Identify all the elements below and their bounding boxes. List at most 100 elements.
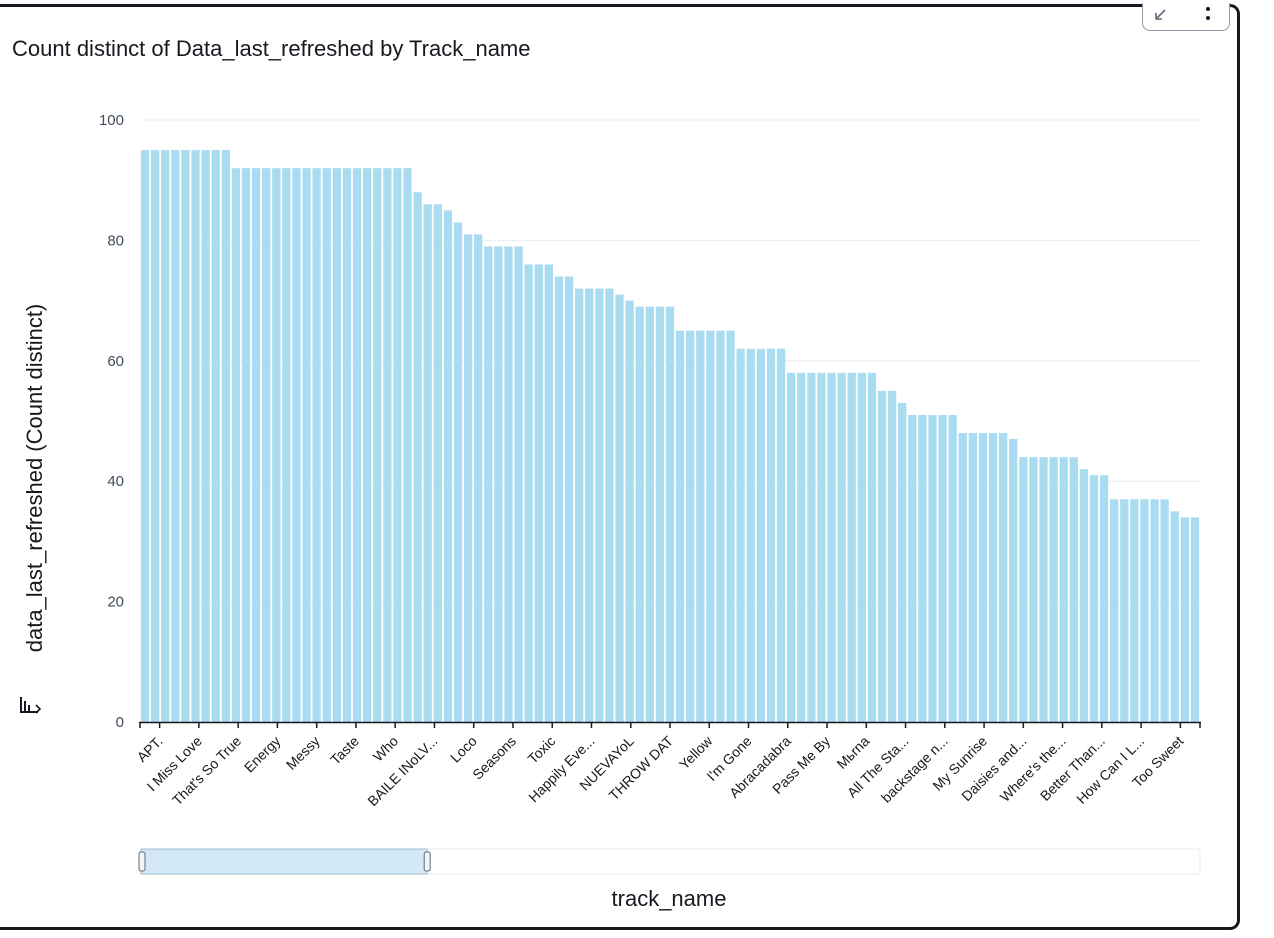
bar[interactable] xyxy=(161,150,170,723)
bar[interactable] xyxy=(1029,457,1038,722)
bar[interactable] xyxy=(544,264,554,722)
bar[interactable] xyxy=(221,150,230,723)
bar[interactable] xyxy=(1039,457,1048,722)
bar[interactable] xyxy=(211,150,220,723)
bar[interactable] xyxy=(1140,499,1149,722)
bar[interactable] xyxy=(322,168,331,722)
bar[interactable] xyxy=(686,330,695,722)
range-slider-left-handle[interactable] xyxy=(138,851,146,872)
bar[interactable] xyxy=(312,168,321,722)
bar[interactable] xyxy=(463,234,473,722)
bar[interactable] xyxy=(564,276,574,722)
bar[interactable] xyxy=(1059,457,1068,722)
bar[interactable] xyxy=(494,246,503,723)
bar[interactable] xyxy=(413,192,422,723)
bar[interactable] xyxy=(827,372,836,722)
bar[interactable] xyxy=(403,168,412,722)
bar[interactable] xyxy=(393,168,402,722)
bar[interactable] xyxy=(453,222,463,722)
bar[interactable] xyxy=(716,330,725,722)
bar[interactable] xyxy=(746,348,755,722)
bar[interactable] xyxy=(837,372,846,722)
bar[interactable] xyxy=(655,306,665,722)
bar[interactable] xyxy=(877,390,887,722)
bar[interactable] xyxy=(847,372,856,722)
bar[interactable] xyxy=(474,234,483,722)
bar[interactable] xyxy=(362,168,372,722)
bar[interactable] xyxy=(554,276,564,722)
bar[interactable] xyxy=(140,150,150,723)
bar[interactable] xyxy=(574,288,584,722)
bar[interactable] xyxy=(988,433,998,722)
bar[interactable] xyxy=(696,330,705,722)
bar[interactable] xyxy=(373,168,382,722)
bar[interactable] xyxy=(191,150,200,723)
bar[interactable] xyxy=(1150,499,1159,722)
bar[interactable] xyxy=(433,204,442,722)
bar[interactable] xyxy=(918,414,927,722)
bar[interactable] xyxy=(1130,499,1139,722)
bar[interactable] xyxy=(1099,475,1109,722)
bar[interactable] xyxy=(635,306,644,722)
bar[interactable] xyxy=(776,348,786,722)
bar[interactable] xyxy=(928,414,937,722)
bar[interactable] xyxy=(665,306,675,722)
bar[interactable] xyxy=(968,433,978,722)
bar[interactable] xyxy=(1190,517,1200,722)
bar[interactable] xyxy=(1049,457,1058,722)
bar[interactable] xyxy=(625,300,634,722)
bar[interactable] xyxy=(342,168,352,722)
bar[interactable] xyxy=(948,414,957,722)
bar[interactable] xyxy=(352,168,362,722)
sort-icon[interactable] xyxy=(20,697,42,714)
bar[interactable] xyxy=(150,150,160,723)
bar[interactable] xyxy=(736,348,745,722)
bar[interactable] xyxy=(978,433,988,722)
vertical-ellipsis-icon[interactable] xyxy=(1193,3,1223,27)
bar[interactable] xyxy=(1170,511,1179,722)
bar[interactable] xyxy=(615,294,624,722)
bar[interactable] xyxy=(585,288,594,722)
bar[interactable] xyxy=(262,168,271,722)
bar[interactable] xyxy=(332,168,342,722)
range-slider-selection[interactable] xyxy=(140,848,428,875)
range-slider-right-handle[interactable] xyxy=(423,851,431,872)
bar[interactable] xyxy=(201,150,210,723)
bar[interactable] xyxy=(766,348,776,722)
bar[interactable] xyxy=(272,168,281,722)
bar[interactable] xyxy=(1019,457,1028,722)
bar[interactable] xyxy=(241,168,251,722)
bar[interactable] xyxy=(292,168,301,722)
bar[interactable] xyxy=(1069,457,1078,722)
bar[interactable] xyxy=(595,288,604,722)
bar[interactable] xyxy=(423,204,432,722)
bar[interactable] xyxy=(817,372,826,722)
bar[interactable] xyxy=(1120,499,1129,722)
bar[interactable] xyxy=(645,306,654,722)
bar[interactable] xyxy=(898,402,907,722)
bar[interactable] xyxy=(1110,499,1119,722)
bar[interactable] xyxy=(908,414,917,722)
bar[interactable] xyxy=(807,372,816,722)
bar[interactable] xyxy=(958,433,967,722)
bar[interactable] xyxy=(998,433,1008,722)
bar[interactable] xyxy=(867,372,877,722)
range-slider[interactable] xyxy=(138,848,1201,875)
bar[interactable] xyxy=(251,168,261,722)
bar[interactable] xyxy=(857,372,866,722)
bar[interactable] xyxy=(675,330,685,722)
bar[interactable] xyxy=(302,168,311,722)
bar[interactable] xyxy=(1009,439,1018,722)
bar[interactable] xyxy=(514,246,523,723)
bar[interactable] xyxy=(484,246,493,723)
bar[interactable] xyxy=(1180,517,1190,722)
bar[interactable] xyxy=(797,372,806,722)
bar[interactable] xyxy=(1079,469,1089,722)
bar[interactable] xyxy=(938,414,947,722)
bar[interactable] xyxy=(605,288,614,722)
bar[interactable] xyxy=(726,330,735,722)
bar[interactable] xyxy=(706,330,715,722)
bar[interactable] xyxy=(231,168,241,722)
bar[interactable] xyxy=(1160,499,1169,722)
bar[interactable] xyxy=(443,210,453,723)
